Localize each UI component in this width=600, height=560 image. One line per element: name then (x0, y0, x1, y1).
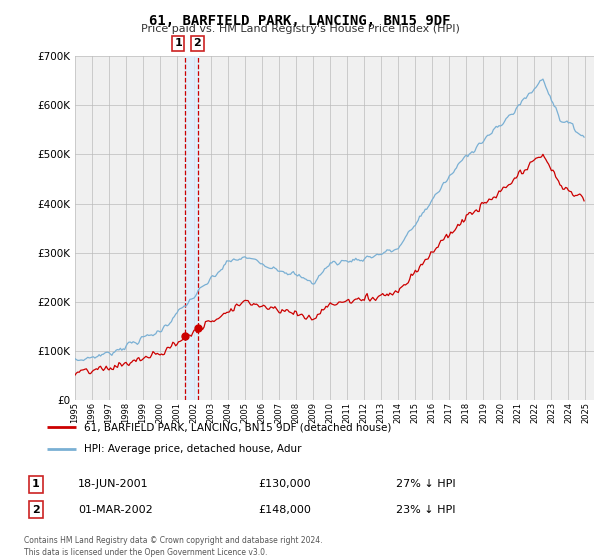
Text: 27% ↓ HPI: 27% ↓ HPI (396, 479, 455, 489)
Bar (185, 56, 197, 400)
Text: £130,000: £130,000 (258, 479, 311, 489)
Text: 2: 2 (32, 505, 40, 515)
Text: Price paid vs. HM Land Registry's House Price Index (HPI): Price paid vs. HM Land Registry's House … (140, 24, 460, 34)
Text: 61, BARFIELD PARK, LANCING, BN15 9DF: 61, BARFIELD PARK, LANCING, BN15 9DF (149, 14, 451, 28)
Text: 01-MAR-2002: 01-MAR-2002 (78, 505, 153, 515)
Text: 1: 1 (174, 38, 182, 48)
Text: 23% ↓ HPI: 23% ↓ HPI (396, 505, 455, 515)
Text: £148,000: £148,000 (258, 505, 311, 515)
Text: 18-JUN-2001: 18-JUN-2001 (78, 479, 149, 489)
Text: 1: 1 (32, 479, 40, 489)
Text: 2: 2 (193, 38, 201, 48)
Text: HPI: Average price, detached house, Adur: HPI: Average price, detached house, Adur (83, 444, 301, 454)
Text: 61, BARFIELD PARK, LANCING, BN15 9DF (detached house): 61, BARFIELD PARK, LANCING, BN15 9DF (de… (83, 422, 391, 432)
Text: Contains HM Land Registry data © Crown copyright and database right 2024.
This d: Contains HM Land Registry data © Crown c… (24, 536, 323, 557)
